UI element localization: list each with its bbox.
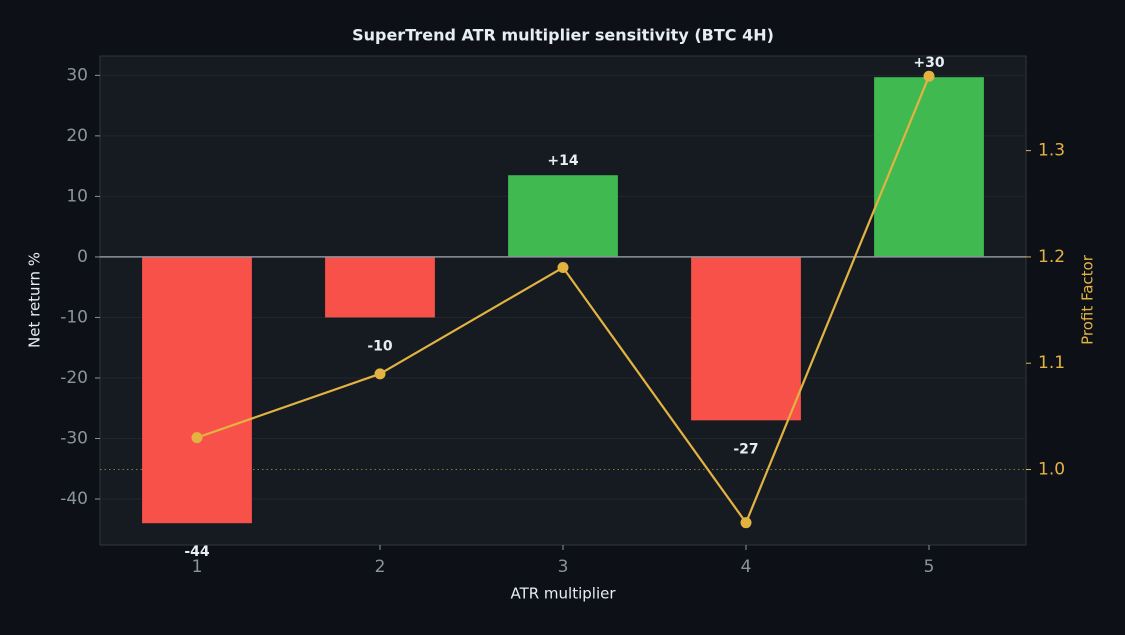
value-label: +14: [547, 153, 578, 169]
point: [923, 70, 935, 82]
bar: [142, 256, 252, 524]
chart-title: SuperTrend ATR multiplier sensitivity (B…: [352, 26, 774, 45]
x-tick-label: 2: [375, 557, 386, 577]
y2-tick-label: 1.2: [1038, 247, 1065, 267]
value-label: -10: [367, 338, 393, 354]
y-tick-label: -20: [60, 368, 88, 388]
x-tick-label: 5: [924, 557, 935, 577]
y-tick-label: -40: [60, 489, 88, 509]
point: [557, 262, 569, 274]
y2-tick-label: 1.3: [1038, 141, 1065, 161]
y2-tick-label: 1.0: [1038, 460, 1065, 480]
y2-axis-label: Profit Factor: [1079, 254, 1097, 345]
x-tick-label: 1: [192, 557, 203, 577]
y-tick-label: 0: [77, 247, 88, 267]
y-axis-label: Net return %: [26, 252, 44, 348]
point: [740, 517, 752, 529]
x-axis-label: ATR multiplier: [510, 585, 616, 603]
x-tick-label: 4: [741, 557, 752, 577]
y-tick-label: -30: [60, 428, 88, 448]
value-label: -44: [184, 544, 210, 560]
x-tick-label: 3: [558, 557, 569, 577]
plot-area: [99, 55, 1027, 546]
bar: [325, 256, 435, 318]
y-tick-label: 10: [66, 186, 88, 206]
point: [191, 432, 203, 444]
value-label: -27: [733, 441, 758, 457]
y-tick-label: 30: [66, 65, 88, 85]
value-label: +30: [913, 55, 944, 71]
y2-tick-label: 1.1: [1038, 353, 1065, 373]
bar: [691, 256, 801, 421]
y-tick-label: -10: [60, 307, 88, 327]
point: [374, 368, 386, 380]
y-tick-label: 20: [66, 126, 88, 146]
bar: [508, 175, 618, 257]
bar: [874, 77, 984, 257]
